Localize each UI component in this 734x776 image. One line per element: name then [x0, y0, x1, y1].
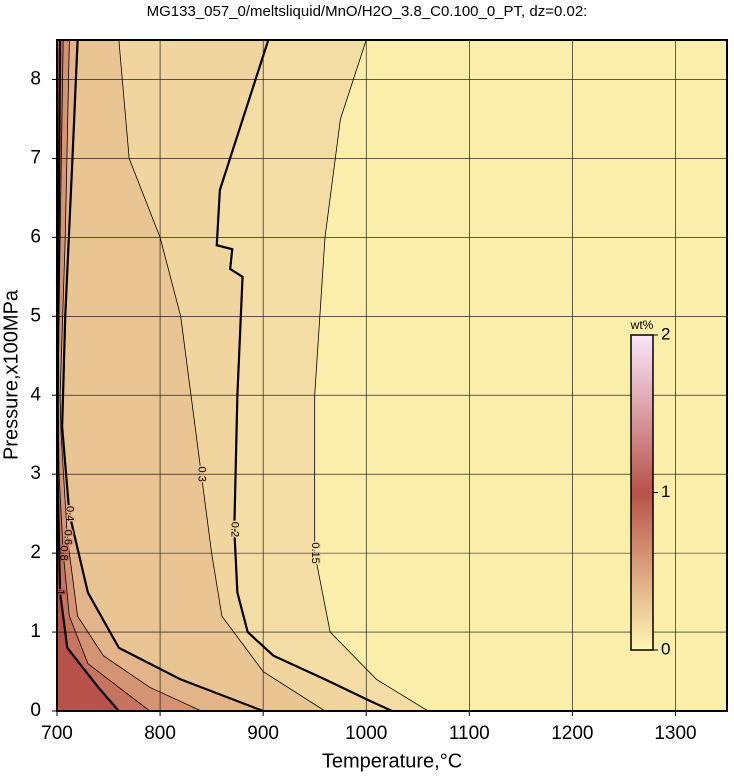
y-axis-label: Pressure,x100MPa	[0, 289, 22, 460]
colorbar-tick-label: 2	[661, 324, 670, 343]
contour-line	[59, 40, 202, 711]
y-tick-label: 1	[30, 621, 41, 642]
y-tick-label: 3	[30, 463, 41, 484]
contour-fill	[57, 40, 325, 711]
contour-layer: 0.150.20.30.40.60.81	[54, 40, 429, 711]
colorbar	[630, 334, 654, 651]
y-tick-label: 0	[30, 700, 41, 721]
contour-label: 0.2	[228, 522, 240, 537]
chart-title: MG133_057_0/meltsliquid/MnO/H2O_3.8_C0.1…	[147, 3, 588, 20]
y-tick-label: 6	[30, 226, 41, 247]
x-axis-label: Temperature,°C	[322, 750, 462, 772]
contour-line	[215, 40, 393, 711]
contour-label: 1	[54, 590, 66, 596]
x-tick-label: 1100	[449, 723, 490, 744]
colorbar-label: wt%	[630, 318, 654, 332]
plot-frame	[56, 39, 728, 712]
y-tick-label: 8	[30, 68, 41, 89]
colorbar-tick-label: 1	[661, 482, 670, 501]
y-tick-label: 7	[30, 147, 41, 168]
contour-label: 0.6	[61, 530, 73, 545]
contour-fill	[57, 40, 119, 711]
colorbar-tick-label: 0	[661, 639, 670, 658]
y-tick-label: 2	[30, 542, 41, 563]
y-tick-label: 4	[30, 384, 41, 405]
x-tick-label: 700	[41, 723, 73, 744]
x-tick-label: 800	[144, 723, 176, 744]
y-tick-label: 5	[30, 305, 41, 326]
x-tick-label: 1000	[345, 723, 387, 744]
x-tick-label: 1300	[654, 723, 696, 744]
x-tick-label: 900	[247, 723, 279, 744]
x-tick-label: 1200	[551, 723, 593, 744]
